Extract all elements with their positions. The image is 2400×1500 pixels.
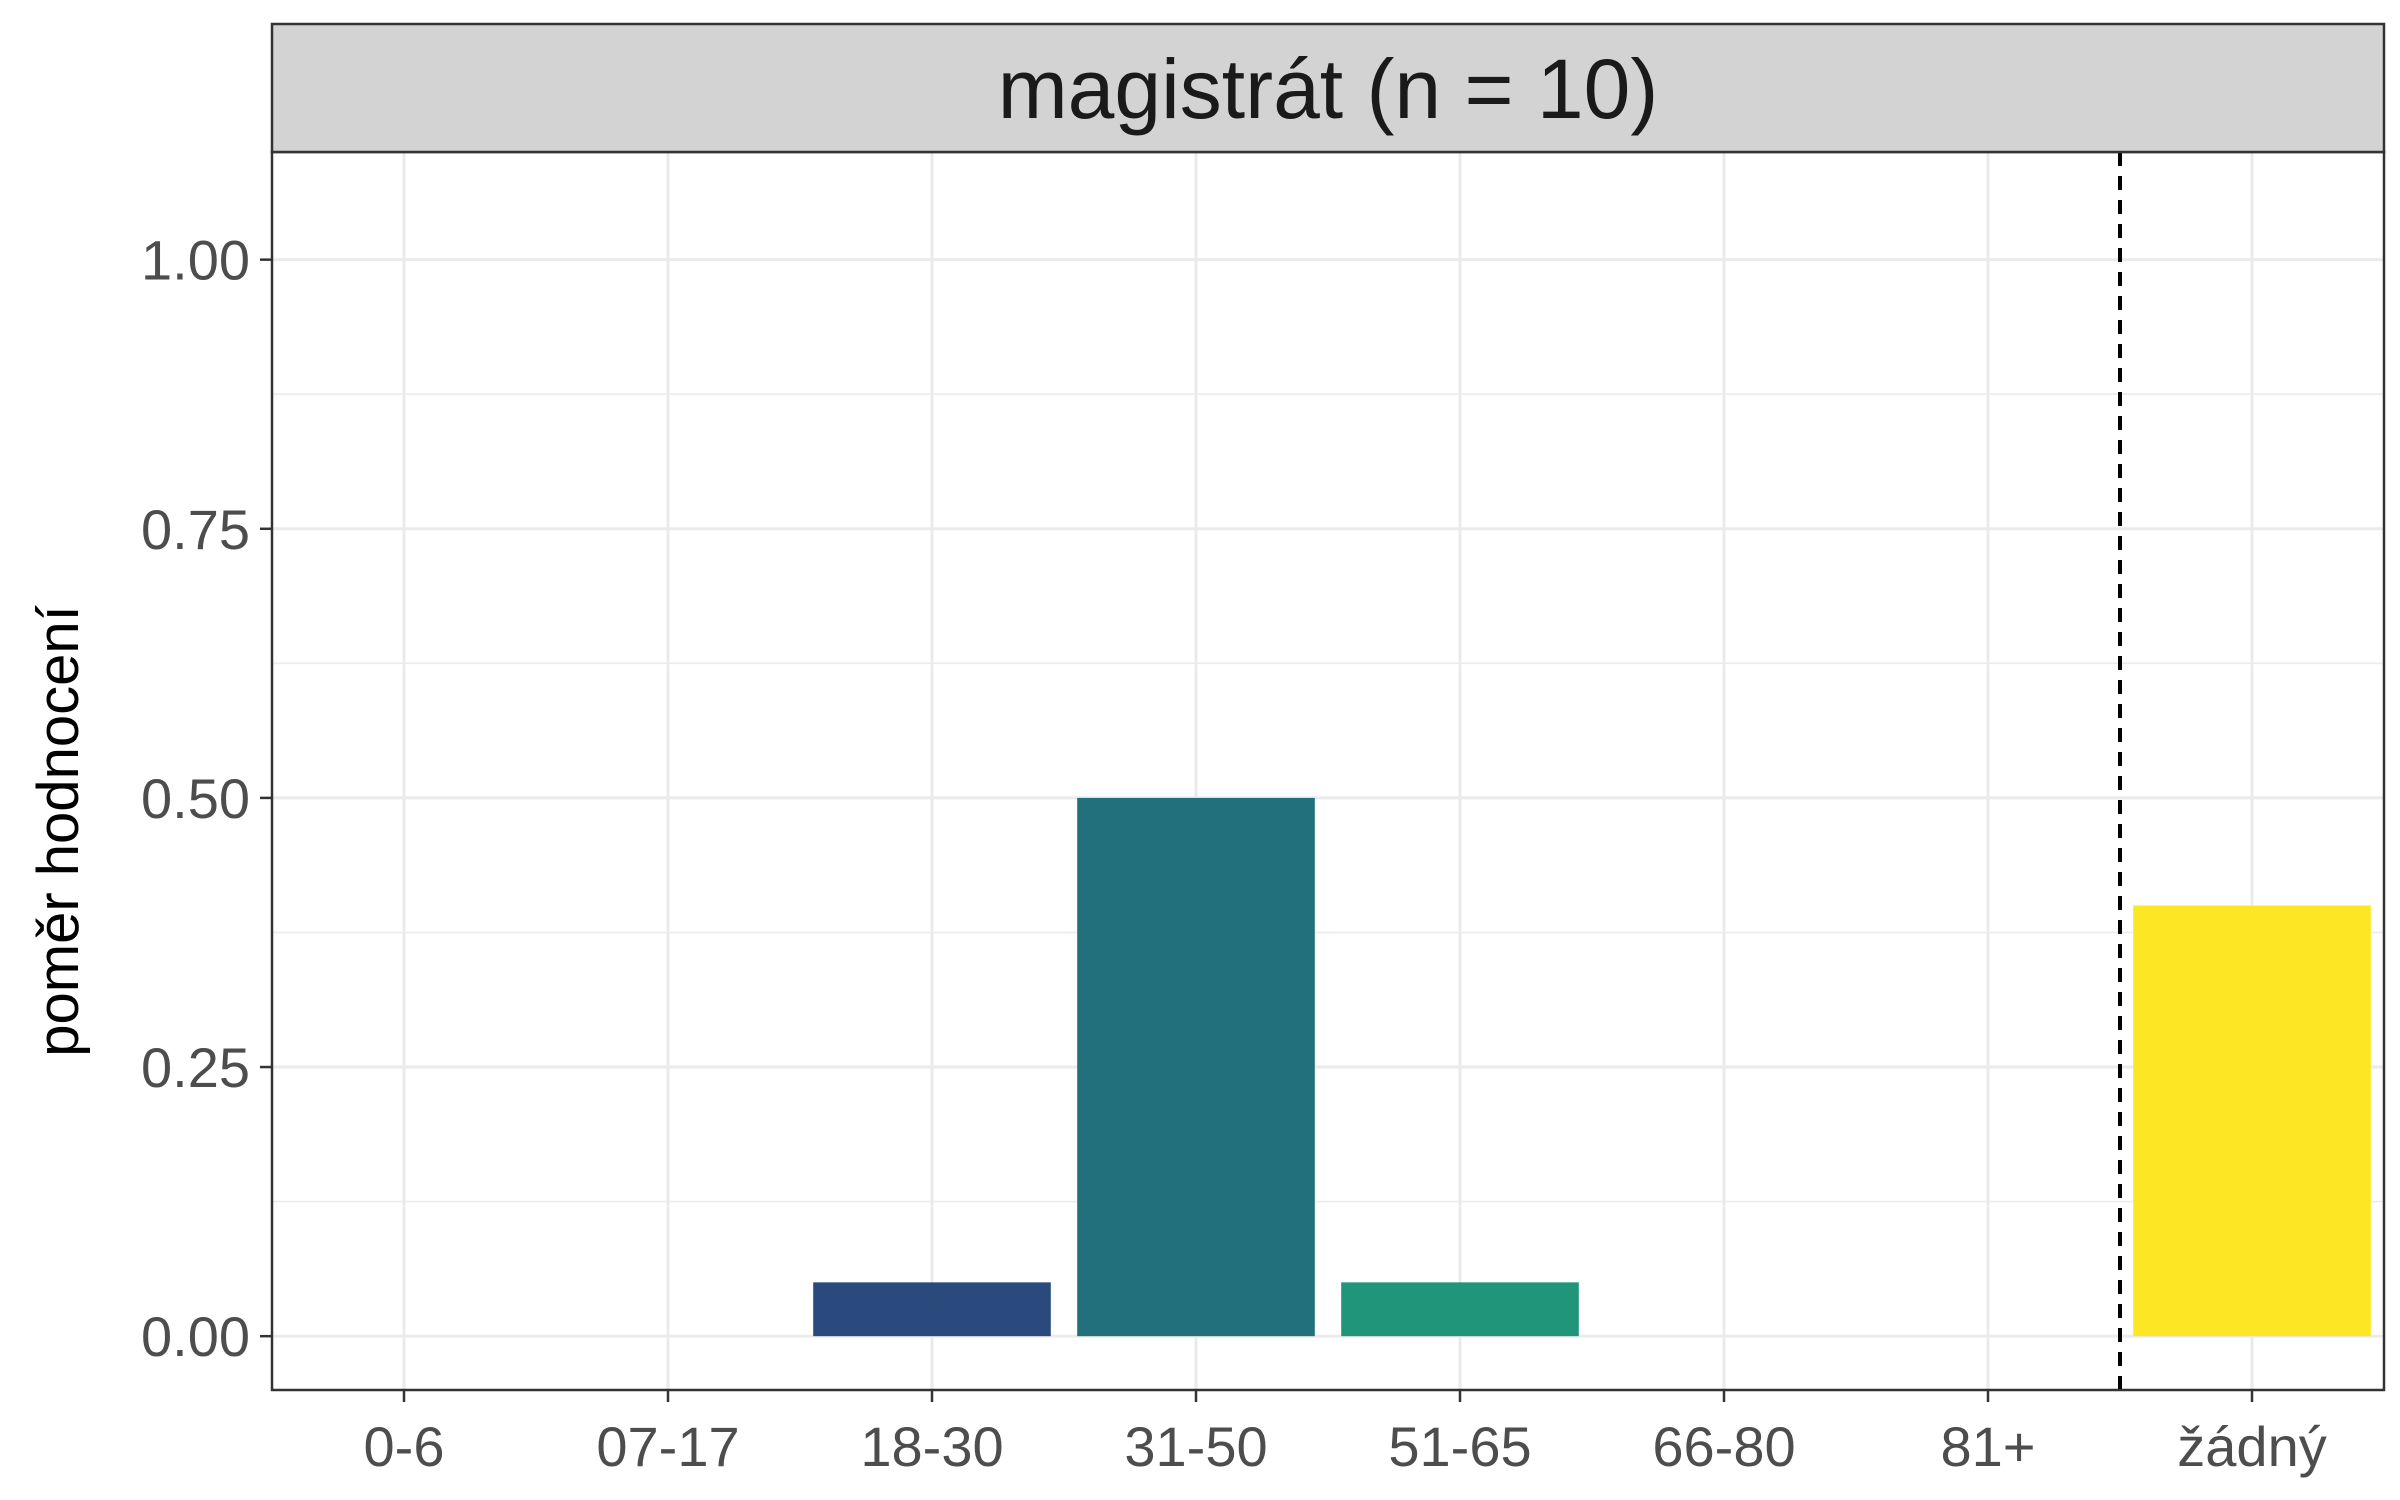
bar-51-65 (1341, 1282, 1579, 1337)
facet-strip: magistrát (n = 10) (270, 22, 2386, 154)
y-tick-label: 0.50 (141, 767, 250, 830)
y-axis: 0.00 0.25 0.50 0.75 1.00 (141, 229, 272, 1368)
bars (813, 797, 2371, 1337)
bar-žádný (2133, 905, 2371, 1337)
facet-title: magistrát (n = 10) (998, 42, 1659, 136)
x-tick-label: žádný (2177, 1415, 2326, 1478)
x-tick-label: 0-6 (364, 1415, 445, 1478)
bar-31-50 (1077, 797, 1315, 1337)
panel-border (270, 150, 2386, 1392)
y-tick-label: 0.75 (141, 498, 250, 561)
y-tick-label: 0.00 (141, 1305, 250, 1368)
x-tick-label: 18-30 (860, 1415, 1003, 1478)
x-axis: 0-6 07-17 18-30 31-50 51-65 66-80 81+ žádný (364, 1390, 2327, 1478)
x-tick-label: 07-17 (596, 1415, 739, 1478)
grid-lines (272, 152, 2384, 1390)
y-axis-title: poměr hodnocení (26, 605, 91, 1056)
x-tick-label: 31-50 (1124, 1415, 1267, 1478)
y-tick-label: 1.00 (141, 229, 250, 292)
x-tick-label: 51-65 (1388, 1415, 1531, 1478)
x-tick-label: 81+ (1941, 1415, 2036, 1478)
y-tick-label: 0.25 (141, 1036, 250, 1099)
bar-18-30 (813, 1282, 1051, 1337)
x-tick-label: 66-80 (1652, 1415, 1795, 1478)
facet-strip-background (270, 22, 2386, 154)
